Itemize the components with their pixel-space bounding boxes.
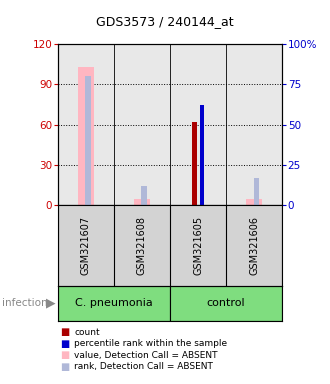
Text: ■: ■ [60, 350, 69, 360]
Bar [58, 44, 114, 205]
Bar [141, 186, 147, 205]
Text: GSM321608: GSM321608 [137, 216, 147, 275]
Bar [85, 76, 91, 205]
Bar [78, 67, 94, 205]
Text: count: count [74, 328, 100, 337]
Text: infection: infection [2, 298, 47, 308]
Text: GDS3573 / 240144_at: GDS3573 / 240144_at [96, 15, 234, 28]
Bar [114, 44, 170, 205]
Text: ▶: ▶ [46, 297, 56, 310]
Bar [58, 286, 170, 321]
Bar [253, 178, 259, 205]
Text: C. pneumonia: C. pneumonia [75, 298, 153, 308]
Text: ■: ■ [60, 339, 69, 349]
Text: rank, Detection Call = ABSENT: rank, Detection Call = ABSENT [74, 362, 213, 371]
Text: value, Detection Call = ABSENT: value, Detection Call = ABSENT [74, 351, 218, 360]
Bar [200, 106, 204, 205]
Text: GSM321606: GSM321606 [249, 216, 259, 275]
Text: percentile rank within the sample: percentile rank within the sample [74, 339, 227, 348]
Bar [170, 44, 226, 205]
Bar [134, 199, 150, 205]
Bar [191, 122, 197, 205]
Bar [170, 286, 282, 321]
Text: control: control [207, 298, 246, 308]
Text: GSM321607: GSM321607 [81, 216, 91, 275]
Text: GSM321605: GSM321605 [193, 216, 203, 275]
Text: ■: ■ [60, 362, 69, 372]
Text: ■: ■ [60, 327, 69, 337]
Bar [226, 44, 282, 205]
Bar [246, 199, 262, 205]
